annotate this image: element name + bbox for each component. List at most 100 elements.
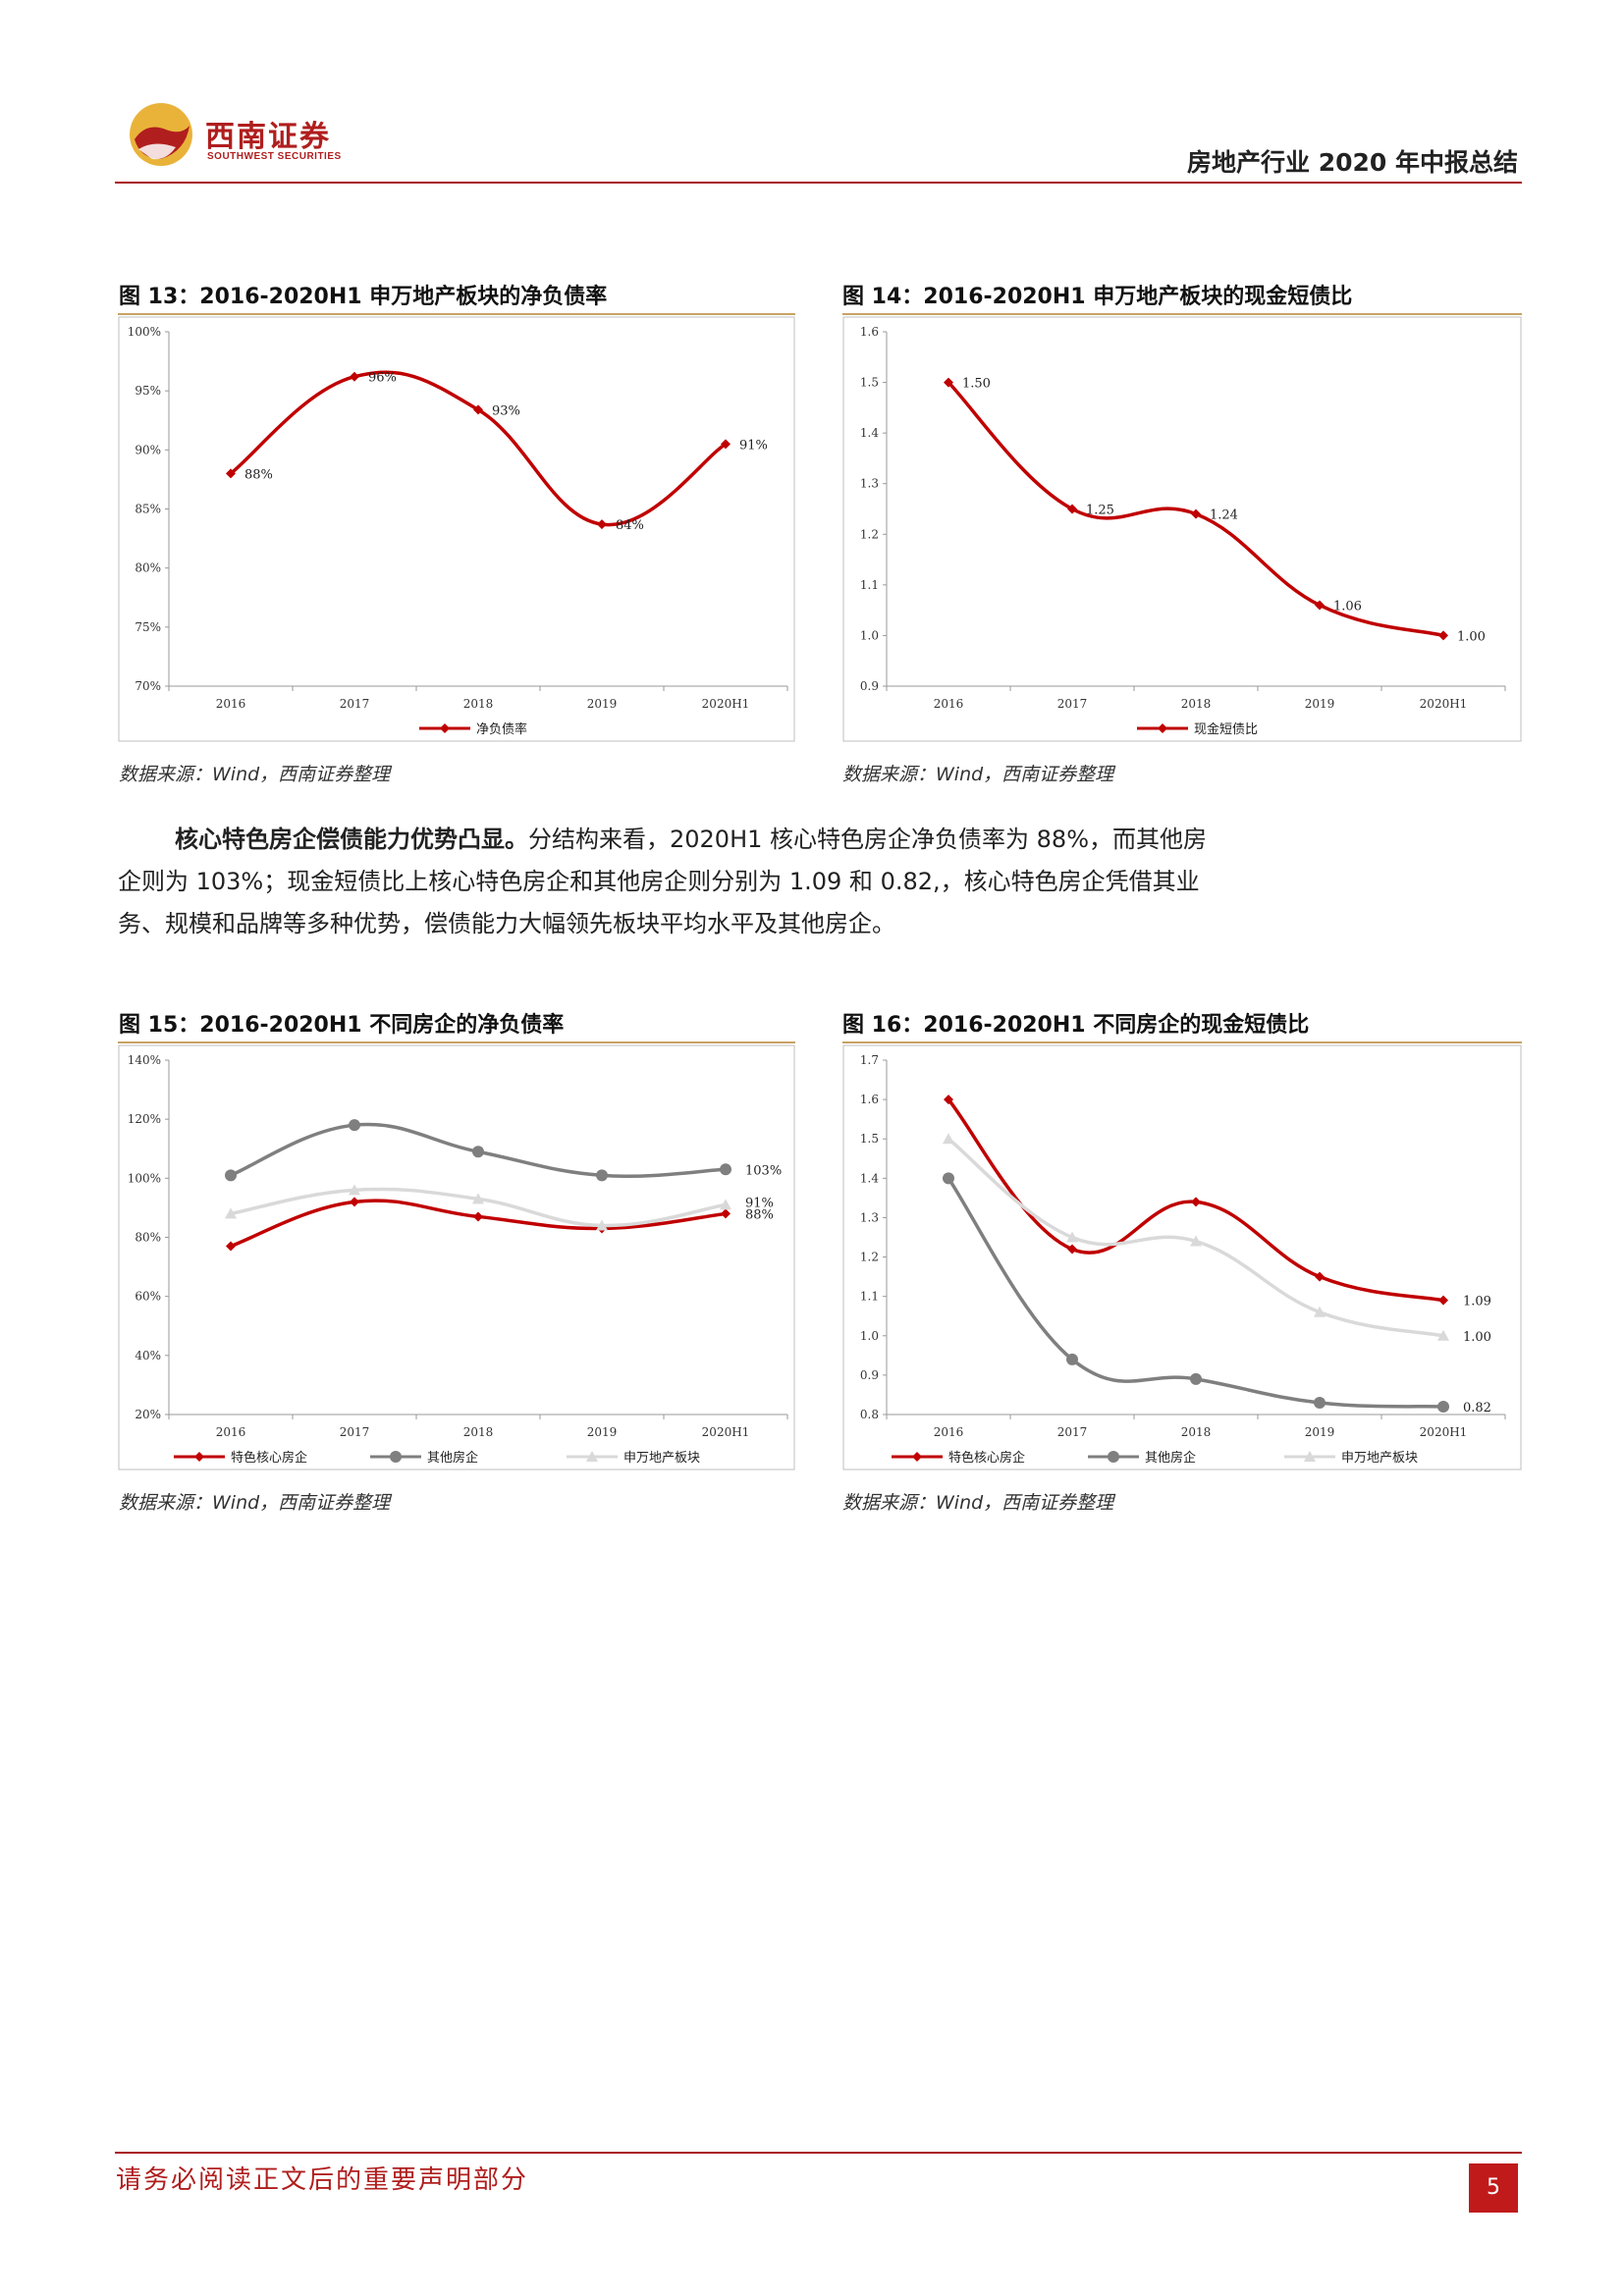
- data-point: [1438, 1295, 1448, 1306]
- legend-marker: [1158, 723, 1167, 733]
- y-tick-label: 0.8: [860, 1408, 879, 1421]
- y-tick-label: 1.7: [860, 1053, 879, 1067]
- y-tick-label: 1.6: [860, 1093, 879, 1106]
- legend-marker: [440, 723, 450, 733]
- series-line: [230, 1199, 727, 1249]
- data-point: [1066, 1231, 1078, 1243]
- data-point: [226, 1241, 236, 1252]
- logo-chinese-name: 西南证券: [205, 120, 331, 154]
- legend-label: 特色核心房企: [948, 1450, 1025, 1466]
- data-label: 84%: [616, 518, 644, 533]
- figure-14-rule: [842, 313, 1522, 315]
- figure-16-source: 数据来源：Wind，西南证券整理: [842, 1492, 1114, 1514]
- data-label: 1.00: [1463, 1330, 1491, 1345]
- y-tick-label: 1.0: [860, 1329, 879, 1343]
- data-label: 91%: [739, 438, 768, 453]
- x-tick-label: 2018: [1181, 697, 1212, 711]
- paragraph-lead: 核心特色房企偿债能力优势凸显。: [175, 826, 528, 853]
- data-point: [225, 1207, 237, 1219]
- legend-marker: [390, 1451, 402, 1463]
- data-point: [720, 1199, 731, 1210]
- legend-marker: [194, 1452, 204, 1462]
- data-point: [1067, 504, 1077, 514]
- data-point: [944, 377, 953, 388]
- y-tick-label: 75%: [135, 620, 161, 634]
- page-header: 西南证券 SOUTHWEST SECURITIES 房地产行业 2020 年中报…: [115, 94, 1522, 185]
- data-label: 1.24: [1210, 508, 1238, 523]
- chart-14-svg: 0.9 1.0 1.1 1.2 1.3 1.4 1.5 1.6 2016 2017 2018 2019…: [842, 316, 1522, 742]
- chart-16-svg: 0.8 0.9 1.0 1.1 1.2 1.3 1.4 1.5 1.6 1.7 2016 2017 20…: [842, 1044, 1522, 1470]
- logo-english-name: SOUTHWEST SECURITIES: [207, 151, 342, 162]
- x-tick-label: 2017: [340, 697, 370, 711]
- legend-marker: [586, 1451, 598, 1462]
- data-point: [597, 519, 607, 530]
- x-tick-label: 2020H1: [702, 697, 750, 711]
- data-point: [944, 1095, 953, 1105]
- data-label: 88%: [745, 1207, 774, 1222]
- y-tick-label: 70%: [135, 679, 161, 693]
- figure-15-title: 图 15：2016-2020H1 不同房企的净负债率: [119, 1013, 565, 1038]
- data-label: 0.82: [1463, 1401, 1491, 1415]
- y-tick-label: 1.6: [860, 325, 879, 339]
- y-tick-label: 40%: [135, 1349, 161, 1362]
- figure-14-chart: 0.9 1.0 1.1 1.2 1.3 1.4 1.5 1.6 2016 2017 2018 2019…: [842, 316, 1522, 752]
- series-line: [229, 370, 727, 527]
- figure-16-chart: 0.8 0.9 1.0 1.1 1.2 1.3 1.4 1.5 1.6 1.7 2016 2017 20…: [842, 1044, 1522, 1480]
- data-point: [1190, 1235, 1202, 1247]
- legend-marker: [1304, 1451, 1316, 1462]
- data-point: [1067, 1244, 1077, 1255]
- paragraph-body: 分结构来看，2020H1 核心特色房企净负债率为 88%，而其他房企则为 103…: [118, 826, 1207, 937]
- data-point: [1438, 630, 1448, 641]
- data-label: 96%: [368, 371, 397, 386]
- y-tick-label: 1.1: [860, 1290, 879, 1304]
- y-tick-label: 80%: [135, 1231, 161, 1245]
- data-point: [349, 1184, 360, 1196]
- data-point: [350, 1197, 359, 1207]
- y-tick-label: 120%: [128, 1112, 161, 1126]
- figure-16-rule: [842, 1041, 1522, 1043]
- y-tick-label: 1.4: [860, 1171, 879, 1185]
- data-point: [350, 371, 359, 382]
- figure-13-rule: [118, 313, 795, 315]
- data-point: [943, 1133, 954, 1145]
- data-point: [1191, 1197, 1201, 1207]
- y-tick-label: 100%: [128, 1171, 161, 1185]
- y-tick-label: 20%: [135, 1408, 161, 1421]
- y-tick-label: 0.9: [860, 1368, 879, 1382]
- x-tick-label: 2016: [934, 1425, 964, 1439]
- data-label: 93%: [492, 403, 520, 418]
- figure-15-rule: [118, 1041, 795, 1043]
- chart-15-svg: 20% 40% 60% 80% 100% 120% 140% 2016 2017 2018 2019…: [118, 1044, 795, 1470]
- chart-frame: [842, 1044, 1522, 1470]
- x-tick-label: 2017: [1057, 1425, 1088, 1439]
- x-tick-label: 2017: [1057, 697, 1088, 711]
- legend-label: 其他房企: [1145, 1450, 1196, 1466]
- data-point: [721, 1208, 731, 1219]
- data-label: 1.06: [1333, 599, 1362, 614]
- legend-label: 特色核心房企: [231, 1450, 307, 1466]
- data-label: 1.00: [1457, 629, 1486, 644]
- footer-disclaimer: 请务必阅读正文后的重要声明部分: [116, 2165, 529, 2195]
- data-point: [1315, 1271, 1325, 1282]
- y-tick-label: 80%: [135, 561, 161, 575]
- data-point: [1190, 1372, 1202, 1385]
- data-point: [1066, 1353, 1078, 1365]
- data-point: [1314, 1306, 1326, 1317]
- y-tick-label: 1.5: [860, 1132, 879, 1146]
- x-tick-label: 2018: [463, 1425, 494, 1439]
- y-tick-label: 1.0: [860, 628, 879, 642]
- y-tick-label: 1.3: [860, 477, 879, 491]
- data-point: [1191, 508, 1201, 519]
- y-tick-label: 100%: [128, 325, 161, 339]
- data-point: [226, 468, 236, 479]
- footer-divider: [115, 2152, 1522, 2154]
- data-point: [225, 1169, 237, 1182]
- y-tick-label: 60%: [135, 1290, 161, 1304]
- x-tick-label: 2020H1: [1420, 1425, 1468, 1439]
- figure-15-chart: 20% 40% 60% 80% 100% 120% 140% 2016 2017 2018 2019…: [118, 1044, 795, 1480]
- legend-marker: [912, 1452, 922, 1462]
- chart-frame: [842, 316, 1522, 742]
- figure-14-source: 数据来源：Wind，西南证券整理: [842, 764, 1114, 785]
- figure-15-source: 数据来源：Wind，西南证券整理: [119, 1492, 391, 1514]
- legend-label: 申万地产板块: [623, 1451, 700, 1466]
